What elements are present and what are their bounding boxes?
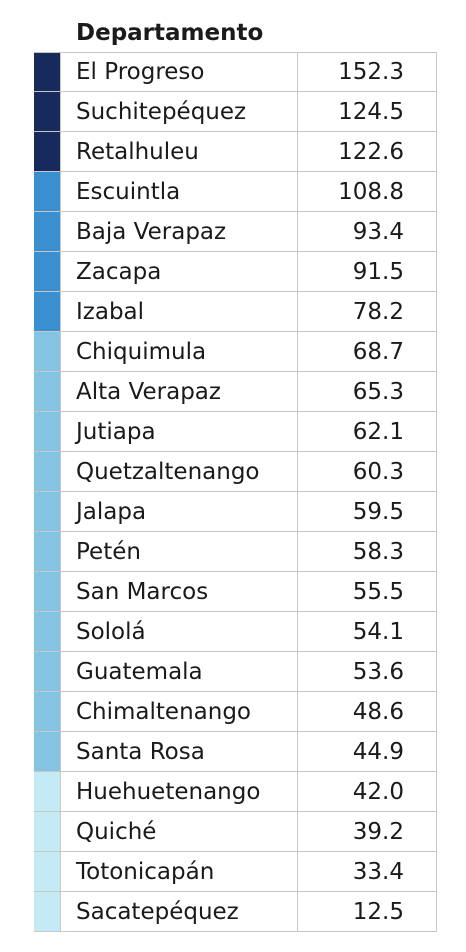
table-body: El Progreso 152.3 Suchitepéquez 124.5 Retalh… [34, 52, 437, 932]
color-swatch [34, 53, 60, 91]
table-row: Guatemala 53.6 [34, 652, 437, 692]
table-row: Totonicapán 33.4 [34, 852, 437, 892]
color-swatch [34, 772, 60, 811]
department-name: Sacatepéquez [60, 892, 298, 931]
department-name: Baja Verapaz [60, 212, 298, 251]
department-value: 48.6 [298, 692, 437, 731]
department-value: 78.2 [298, 292, 437, 331]
department-name: Guatemala [60, 652, 298, 691]
table-row: Santa Rosa 44.9 [34, 732, 437, 772]
color-swatch [34, 252, 60, 291]
color-swatch [34, 212, 60, 251]
table-row: Sololá 54.1 [34, 612, 437, 652]
department-value: 33.4 [298, 852, 437, 891]
table-row: Jutiapa 62.1 [34, 412, 437, 452]
color-swatch [34, 92, 60, 131]
color-swatch [34, 292, 60, 331]
color-swatch [34, 412, 60, 451]
department-name: Escuintla [60, 172, 298, 211]
department-name: Quetzaltenango [60, 452, 298, 491]
color-swatch [34, 852, 60, 891]
table-row: Jalapa 59.5 [34, 492, 437, 532]
table-row: Chiquimula 68.7 [34, 332, 437, 372]
table-row: Sacatepéquez 12.5 [34, 892, 437, 932]
department-name: El Progreso [60, 53, 298, 91]
color-swatch [34, 572, 60, 611]
department-value: 39.2 [298, 812, 437, 851]
table-row: Quiché 39.2 [34, 812, 437, 852]
department-value: 93.4 [298, 212, 437, 251]
department-name: Zacapa [60, 252, 298, 291]
table-header: Departamento [34, 14, 437, 52]
color-swatch [34, 332, 60, 371]
department-name: Totonicapán [60, 852, 298, 891]
department-name: Quiché [60, 812, 298, 851]
department-value: 42.0 [298, 772, 437, 811]
table-row: Izabal 78.2 [34, 292, 437, 332]
department-name: Petén [60, 532, 298, 571]
table-row: El Progreso 152.3 [34, 52, 437, 92]
color-swatch [34, 732, 60, 771]
color-swatch [34, 652, 60, 691]
department-name: Huehuetenango [60, 772, 298, 811]
department-value: 124.5 [298, 92, 437, 131]
color-swatch [34, 132, 60, 171]
department-name: Chiquimula [60, 332, 298, 371]
color-swatch [34, 532, 60, 571]
table-row: Suchitepéquez 124.5 [34, 92, 437, 132]
table-row: Baja Verapaz 93.4 [34, 212, 437, 252]
table-row: Zacapa 91.5 [34, 252, 437, 292]
department-name: Jutiapa [60, 412, 298, 451]
color-swatch [34, 692, 60, 731]
department-value: 55.5 [298, 572, 437, 611]
department-value: 54.1 [298, 612, 437, 651]
column-header-departamento: Departamento [76, 20, 264, 46]
table-row: Quetzaltenango 60.3 [34, 452, 437, 492]
department-value: 62.1 [298, 412, 437, 451]
department-name: Jalapa [60, 492, 298, 531]
department-value: 12.5 [298, 892, 437, 931]
table-row: Petén 58.3 [34, 532, 437, 572]
table-row: Huehuetenango 42.0 [34, 772, 437, 812]
department-value: 65.3 [298, 372, 437, 411]
color-swatch [34, 612, 60, 651]
color-swatch [34, 892, 60, 931]
color-swatch [34, 172, 60, 211]
color-swatch [34, 492, 60, 531]
table-row: Alta Verapaz 65.3 [34, 372, 437, 412]
color-swatch [34, 372, 60, 411]
department-value: 91.5 [298, 252, 437, 291]
department-name: Santa Rosa [60, 732, 298, 771]
color-swatch [34, 452, 60, 491]
table-row: Chimaltenango 48.6 [34, 692, 437, 732]
department-name: Retalhuleu [60, 132, 298, 171]
department-value: 68.7 [298, 332, 437, 371]
department-name: Izabal [60, 292, 298, 331]
table-row: San Marcos 55.5 [34, 572, 437, 612]
department-name: Alta Verapaz [60, 372, 298, 411]
department-name: Sololá [60, 612, 298, 651]
department-table: Departamento El Progreso 152.3 Suchitepéqu… [34, 14, 437, 932]
department-value: 122.6 [298, 132, 437, 171]
table-row: Retalhuleu 122.6 [34, 132, 437, 172]
department-value: 44.9 [298, 732, 437, 771]
department-value: 58.3 [298, 532, 437, 571]
department-value: 60.3 [298, 452, 437, 491]
department-name: Suchitepéquez [60, 92, 298, 131]
table-row: Escuintla 108.8 [34, 172, 437, 212]
department-value: 53.6 [298, 652, 437, 691]
department-name: San Marcos [60, 572, 298, 611]
department-name: Chimaltenango [60, 692, 298, 731]
department-value: 59.5 [298, 492, 437, 531]
department-value: 152.3 [298, 53, 437, 91]
color-swatch [34, 812, 60, 851]
department-value: 108.8 [298, 172, 437, 211]
